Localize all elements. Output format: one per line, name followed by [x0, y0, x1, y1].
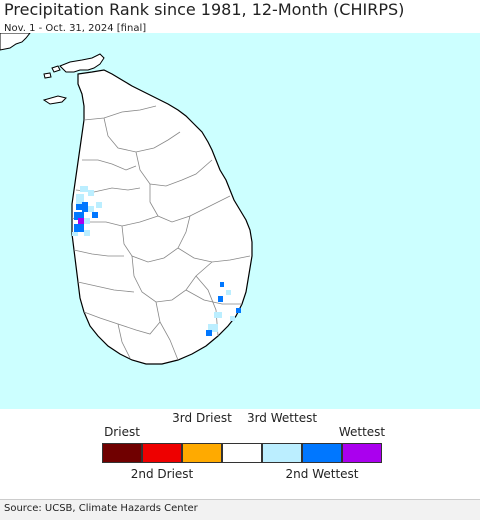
island-delft	[43, 72, 52, 79]
legend-label-third-driest: 3rd Driest	[172, 411, 232, 425]
map-panel	[0, 33, 480, 409]
rank-cells	[72, 186, 241, 336]
jaffna-peninsula	[59, 53, 105, 73]
legend-label-wettest: Wettest	[338, 425, 386, 439]
legend-swatch-third-driest	[182, 443, 222, 463]
mannar-island	[42, 95, 67, 105]
legend-swatch-second-driest	[142, 443, 182, 463]
legend-label-second-driest: 2nd Driest	[130, 467, 194, 481]
legend-label-third-wettest: 3rd Wettest	[246, 411, 318, 425]
legend-swatch-wettest	[342, 443, 382, 463]
legend-swatch-driest	[102, 443, 142, 463]
island-kayts	[51, 65, 61, 73]
legend-swatch-third-wettest	[262, 443, 302, 463]
source-credit: Source: UCSB, Climate Hazards Center	[4, 503, 198, 514]
map-title: Precipitation Rank since 1981, 12-Month …	[4, 0, 405, 19]
legend-swatch-second-wettest	[302, 443, 342, 463]
india-coast	[0, 33, 31, 51]
legend-label-second-wettest: 2nd Wettest	[285, 467, 359, 481]
map-subtitle: Nov. 1 - Oct. 31, 2024 [final]	[4, 23, 147, 34]
legend-label-driest: Driest	[104, 425, 140, 439]
legend-swatch-normal	[222, 443, 262, 463]
sri-lanka-map	[0, 33, 480, 409]
footer: Source: UCSB, Climate Hazards Center	[0, 499, 480, 520]
legend: Driest 3rd Driest 3rd Wettest Wettest 2n…	[0, 409, 480, 499]
